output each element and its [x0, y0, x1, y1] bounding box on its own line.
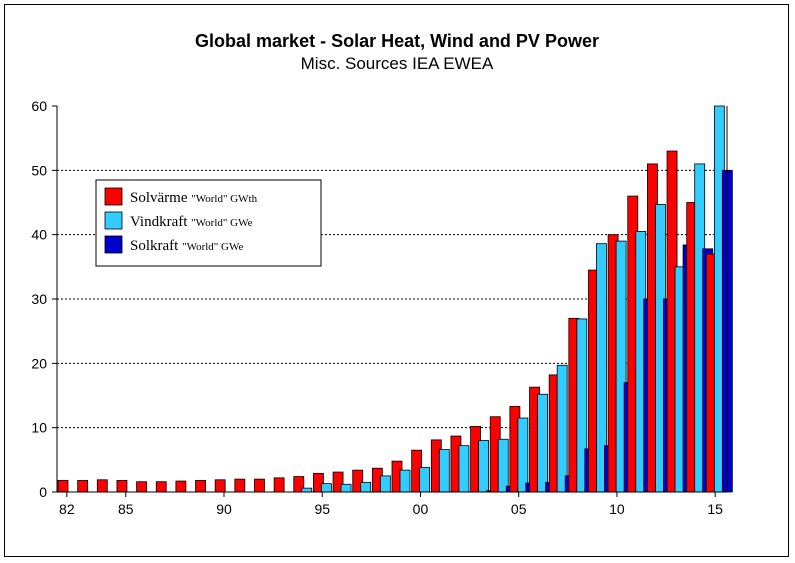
bar-vindkraft-2003: [478, 440, 489, 493]
bar-vindkraft-1998: [379, 475, 391, 493]
bar-vindkraft-2002: [458, 445, 470, 493]
x-tick-label: 85: [118, 501, 134, 517]
bar-solvärme-1988: [175, 480, 187, 493]
bar-solvärme-1993: [273, 477, 285, 493]
bar-solvärme-1990: [214, 479, 226, 493]
x-tick-labels: 82 85 90 95 00 05 10 15: [59, 492, 723, 517]
x-tick-label: 00: [413, 501, 429, 517]
bar-solvärme-1985: [116, 480, 128, 493]
x-tick-label: 82: [59, 501, 75, 517]
bar-vindkraft-1995: [321, 483, 332, 493]
chart-frame: Global market - Solar Heat, Wind and PV …: [4, 4, 789, 557]
legend-swatch-solvärme: [104, 187, 123, 206]
x-tick-label: 10: [609, 501, 625, 517]
legend-label-solvärme: Solvärme "World" GWth: [130, 190, 258, 206]
bar-vindkraft-2007: [556, 364, 568, 493]
x-tick-label: 95: [314, 501, 330, 517]
legend-swatch-solkraft: [104, 235, 123, 254]
y-tick-label: 40: [31, 227, 47, 243]
bar-vindkraft-2001: [438, 449, 450, 493]
bar-solvärme-1984: [96, 479, 108, 493]
legend: Solvärme "World" GWth Vindkraft "World" G…: [95, 179, 322, 267]
bar-vindkraft-2005: [517, 417, 529, 493]
y-tick-label: 20: [31, 355, 47, 371]
x-tick-label: 15: [707, 501, 723, 517]
bar-solvärme-1987: [155, 481, 167, 493]
bar-solvärme-1991: [234, 478, 246, 493]
chart-subtitle: Misc. Sources IEA EWEA: [301, 54, 494, 73]
bars-group: [57, 105, 733, 493]
bar-solvärme-1986: [136, 481, 147, 493]
bar-vindkraft-2000: [419, 467, 431, 493]
bar-vindkraft-2004: [497, 438, 509, 493]
y-tick-label: 10: [31, 420, 47, 436]
y-tick-label: 0: [39, 484, 47, 500]
y-tick-label: 60: [31, 98, 47, 114]
legend-label-vindkraft: Vindkraft "World" GWe: [130, 214, 253, 230]
bar-vindkraft-1994: [301, 487, 313, 493]
legend-label-solkraft: Solkraft "World" GWe: [130, 238, 243, 254]
bar-vindkraft-1997: [360, 481, 372, 493]
chart-title: Global market - Solar Heat, Wind and PV …: [195, 31, 599, 51]
bar-vindkraft-1999: [399, 469, 411, 493]
bar-vindkraft-2006: [537, 393, 548, 493]
bar-vindkraft-1996: [340, 483, 352, 493]
y-tick-labels: 0 10 20 30 40 50 60: [31, 98, 57, 500]
bar-solvärme-1982: [57, 480, 69, 493]
bar-solvärme-1992: [254, 478, 265, 493]
legend-swatch-vindkraft: [104, 211, 123, 230]
bar-solvärme-1983: [77, 480, 89, 493]
x-tick-label: 05: [511, 501, 527, 517]
y-tick-label: 50: [31, 162, 47, 178]
legend-box: [95, 179, 322, 267]
y-tick-label: 30: [31, 291, 47, 307]
bar-solvärme-1989: [195, 480, 206, 493]
chart-svg: Global market - Solar Heat, Wind and PV …: [31, 31, 733, 517]
x-tick-label: 90: [216, 501, 232, 517]
